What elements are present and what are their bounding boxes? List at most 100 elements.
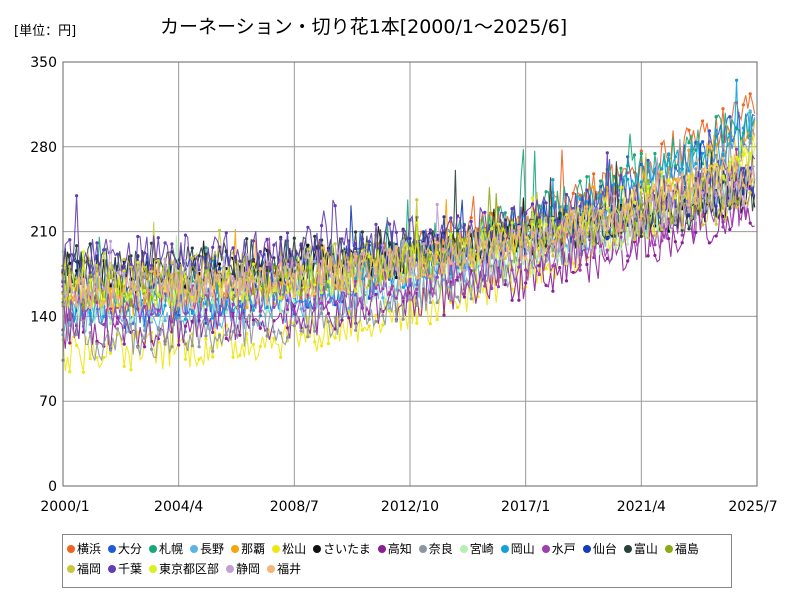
data-point — [462, 237, 466, 241]
data-point — [170, 345, 174, 349]
data-point — [115, 327, 119, 331]
data-point — [701, 140, 705, 144]
series-18 — [61, 157, 756, 302]
data-point — [231, 285, 235, 289]
data-point — [687, 227, 691, 231]
data-point — [483, 240, 487, 244]
data-point — [102, 297, 106, 301]
data-point — [197, 345, 201, 349]
data-point — [340, 315, 344, 319]
data-point — [170, 272, 174, 277]
data-point — [292, 310, 296, 314]
x-axis: 2000/1 2004/4 2008/7 2012/10 2017/1 2021/4 202… — [40, 499, 777, 515]
data-point — [183, 317, 188, 321]
data-point — [537, 224, 541, 228]
data-point — [251, 279, 256, 283]
data-point — [544, 283, 548, 287]
data-point — [81, 250, 85, 254]
data-point — [265, 301, 269, 306]
data-point — [75, 343, 79, 347]
data-point — [415, 263, 419, 267]
legend-label: 富山 — [633, 542, 658, 556]
data-point — [639, 152, 643, 156]
data-point — [571, 261, 575, 265]
data-point — [721, 193, 725, 197]
data-point — [326, 279, 330, 284]
data-point — [660, 223, 664, 227]
data-point — [251, 262, 256, 266]
data-point — [646, 158, 650, 162]
data-point — [143, 304, 147, 309]
y-tick-label: 70 — [39, 394, 57, 410]
data-point — [313, 340, 317, 344]
data-point — [564, 213, 569, 217]
data-point — [360, 277, 364, 281]
data-point — [639, 188, 643, 192]
data-point — [626, 164, 630, 168]
data-point — [143, 336, 147, 341]
data-point — [306, 225, 310, 229]
data-point — [660, 170, 664, 174]
data-point — [517, 265, 521, 269]
data-point — [68, 296, 72, 300]
data-point — [687, 210, 691, 214]
data-point — [190, 344, 194, 348]
legend-item: 横浜 — [67, 539, 101, 559]
data-point — [442, 262, 446, 266]
data-point — [347, 290, 351, 294]
data-point — [258, 344, 262, 349]
data-point — [469, 219, 473, 224]
data-point — [374, 292, 378, 296]
data-point — [394, 275, 398, 280]
data-point — [217, 228, 222, 232]
data-point — [694, 201, 698, 205]
data-point — [660, 227, 664, 232]
data-point — [245, 296, 249, 300]
x-tick-label: 2017/1 — [501, 499, 550, 515]
data-point — [639, 234, 643, 238]
chart-title: カーネーション・切り花1本[2000/1～2025/6] — [160, 16, 568, 38]
data-point — [224, 333, 228, 337]
data-point — [102, 342, 106, 346]
legend-label: 福島 — [674, 542, 699, 556]
data-point — [701, 191, 705, 195]
data-point — [245, 237, 249, 241]
data-point — [462, 223, 466, 227]
data-point — [122, 289, 126, 293]
data-point — [571, 270, 575, 274]
data-point — [605, 237, 609, 241]
data-point — [728, 170, 732, 174]
data-point — [149, 269, 154, 273]
legend-marker — [108, 544, 117, 553]
data-point — [292, 324, 296, 328]
data-point — [354, 241, 358, 246]
data-point — [728, 132, 732, 136]
data-point — [639, 149, 643, 153]
data-point — [326, 311, 330, 316]
data-point — [299, 256, 303, 260]
data-point — [714, 234, 718, 238]
data-point — [490, 243, 494, 247]
data-point — [333, 264, 337, 268]
legend-marker — [377, 544, 386, 553]
data-point — [129, 303, 133, 307]
data-point — [245, 290, 249, 295]
data-point — [408, 274, 412, 278]
data-point — [408, 257, 412, 261]
data-point — [388, 301, 392, 305]
data-point — [367, 276, 371, 280]
data-point — [667, 217, 671, 221]
data-point — [306, 305, 310, 309]
data-point — [265, 262, 269, 266]
data-point — [558, 253, 562, 257]
data-point — [537, 273, 541, 277]
data-point — [272, 243, 276, 247]
data-point — [667, 152, 671, 156]
data-point — [503, 234, 507, 238]
data-point — [217, 333, 222, 338]
data-point — [156, 272, 160, 276]
data-point — [333, 336, 337, 340]
data-point — [183, 342, 188, 346]
data-point — [551, 216, 555, 220]
data-point — [251, 276, 256, 280]
